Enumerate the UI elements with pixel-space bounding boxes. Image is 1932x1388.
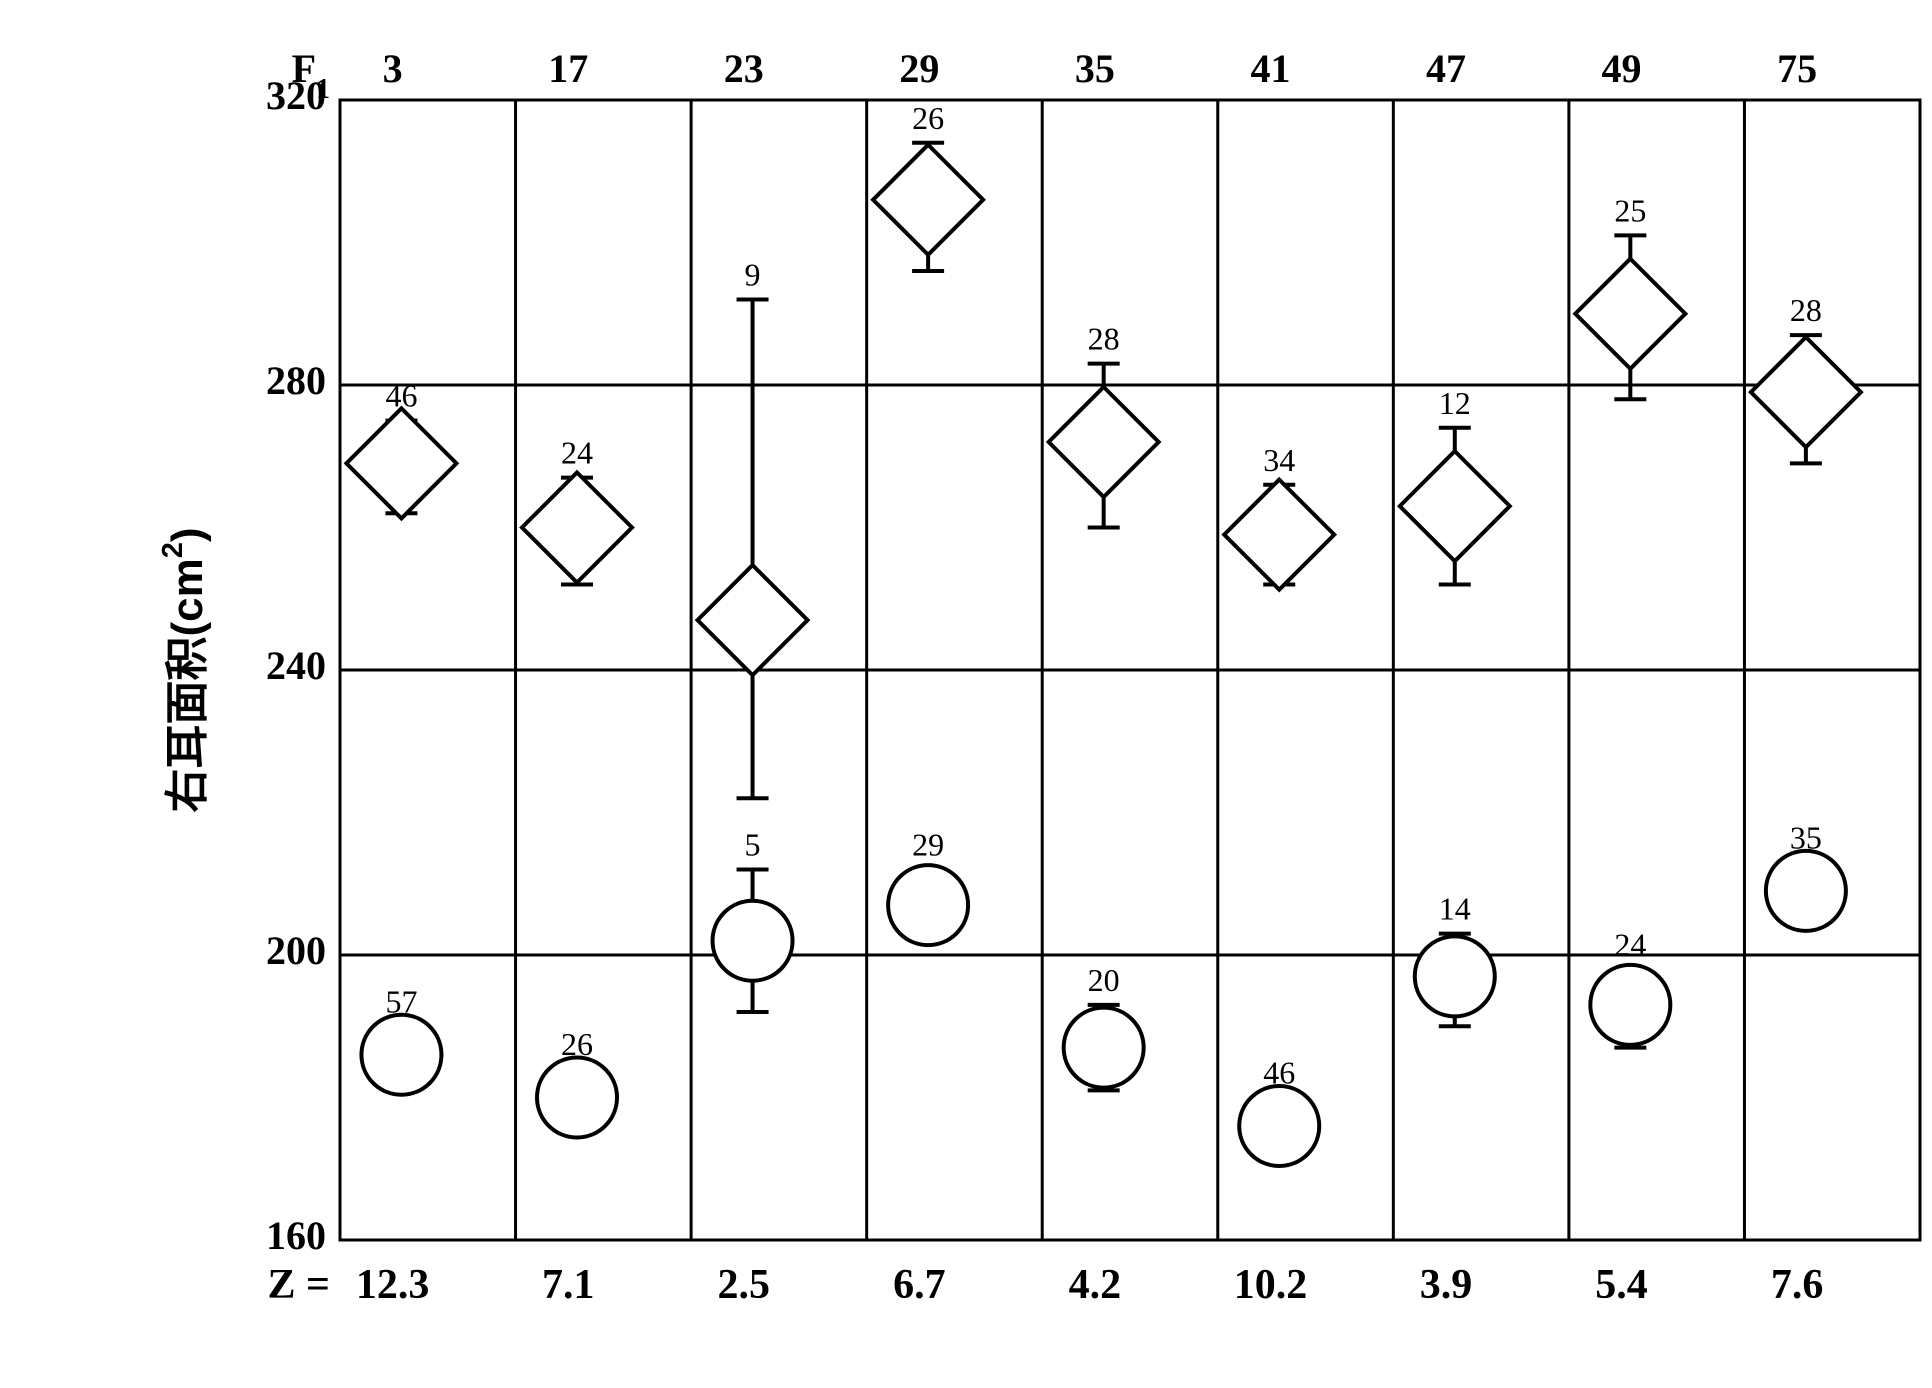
point-label: 26 [912,100,944,136]
bottom-header-prefix: Z = [268,1262,330,1308]
marker-circle [1766,851,1846,931]
bottom-header-value: 4.2 [1069,1262,1122,1308]
point-label: 28 [1790,292,1822,328]
top-header-value: 3 [383,46,403,91]
point-label: 46 [1263,1055,1295,1091]
chart-svg: 160200240280320右耳面积(cm2)F131723293541474… [40,40,1932,1348]
point-label: 14 [1439,891,1471,927]
point-label: 46 [385,378,417,414]
marker-circle [1415,936,1495,1016]
bottom-header-value: 7.6 [1771,1262,1824,1308]
y-tick-label: 280 [266,358,326,403]
top-header-value: 17 [548,46,588,91]
y-tick-label: 240 [266,643,326,688]
point-label: 57 [385,983,417,1019]
top-header-value: 49 [1602,46,1642,91]
top-header-value: 29 [899,46,939,91]
top-header-value: 41 [1250,46,1290,91]
point-label: 24 [561,435,593,471]
marker-circle [713,901,793,981]
point-label: 20 [1088,962,1120,998]
bottom-header-value: 2.5 [718,1262,771,1308]
point-label: 35 [1790,819,1822,855]
bottom-header-value: 3.9 [1420,1262,1473,1308]
marker-circle [537,1058,617,1138]
point-label: 5 [745,827,761,863]
top-header-value: 23 [724,46,764,91]
point-label: 25 [1614,192,1646,228]
marker-circle [361,1015,441,1095]
bottom-header-value: 10.2 [1234,1262,1308,1308]
top-header-value: 47 [1426,46,1466,91]
point-label: 29 [912,827,944,863]
marker-circle [1239,1086,1319,1166]
point-label: 34 [1263,442,1295,478]
y-axis-label: 右耳面积(cm2) [157,527,212,812]
bottom-header-value: 6.7 [893,1262,946,1308]
marker-circle [1064,1008,1144,1088]
point-label: 28 [1088,321,1120,357]
chart-container: 160200240280320右耳面积(cm2)F131723293541474… [40,40,1932,1348]
point-label: 12 [1439,385,1471,421]
top-header-value: 75 [1777,46,1817,91]
point-label: 9 [745,257,761,293]
point-label: 26 [561,1026,593,1062]
marker-circle [1590,965,1670,1045]
top-header-value: 35 [1075,46,1115,91]
y-tick-label: 160 [266,1213,326,1258]
marker-circle [888,865,968,945]
bottom-header-value: 7.1 [542,1262,595,1308]
bottom-header-value: 5.4 [1595,1262,1648,1308]
point-label: 24 [1614,926,1646,962]
y-tick-label: 200 [266,928,326,973]
bottom-header-value: 12.3 [356,1262,430,1308]
